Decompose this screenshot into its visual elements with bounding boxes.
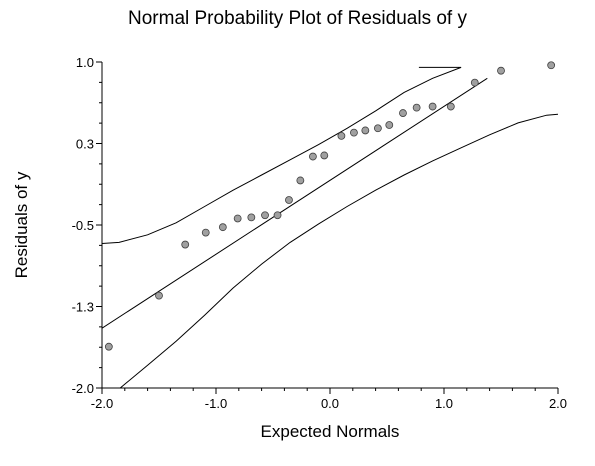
- residual-point: [446, 102, 455, 111]
- residual-point: [373, 124, 382, 133]
- x-tick-label: 2.0: [549, 396, 567, 411]
- residual-point: [361, 126, 370, 135]
- residual-point: [247, 213, 256, 222]
- residual-point: [308, 152, 317, 161]
- residual-point: [218, 223, 227, 232]
- y-tick-label: 0.3: [76, 137, 94, 152]
- y-tick-label: -2.0: [72, 381, 94, 396]
- residual-point: [470, 78, 479, 87]
- residual-point: [181, 240, 190, 249]
- residual-point: [497, 66, 505, 75]
- upper-confidence-band: [102, 66, 462, 244]
- chart-title: Normal Probability Plot of Residuals of …: [128, 8, 467, 29]
- residual-point: [547, 61, 556, 70]
- residual-point: [285, 196, 293, 204]
- residual-point: [385, 121, 394, 129]
- x-tick-label: 1.0: [435, 396, 453, 411]
- residual-point: [296, 176, 305, 185]
- lower-confidence-band: [119, 113, 558, 388]
- residual-point: [428, 102, 437, 111]
- reference-line: [102, 77, 488, 329]
- residual-point: [233, 214, 242, 223]
- residual-point: [201, 228, 210, 237]
- residual-point: [337, 131, 346, 140]
- x-axis-label: Expected Normals: [260, 422, 400, 441]
- residual-point: [320, 151, 329, 160]
- y-axis-label: Residuals of y: [12, 171, 31, 279]
- residual-point: [155, 291, 163, 300]
- y-tick-label: -0.5: [72, 218, 94, 233]
- residual-point: [350, 128, 358, 137]
- residual-point: [273, 211, 282, 220]
- y-tick-label: -1.3: [72, 300, 94, 315]
- residual-point: [399, 109, 407, 117]
- x-tick-label: -2.0: [91, 396, 113, 411]
- residual-point: [261, 211, 269, 220]
- x-tick-label: -1.0: [205, 396, 227, 411]
- residual-point: [104, 342, 113, 351]
- residual-point: [412, 103, 421, 112]
- y-tick-label: 1.0: [76, 55, 94, 70]
- x-tick-label: 0.0: [321, 396, 339, 411]
